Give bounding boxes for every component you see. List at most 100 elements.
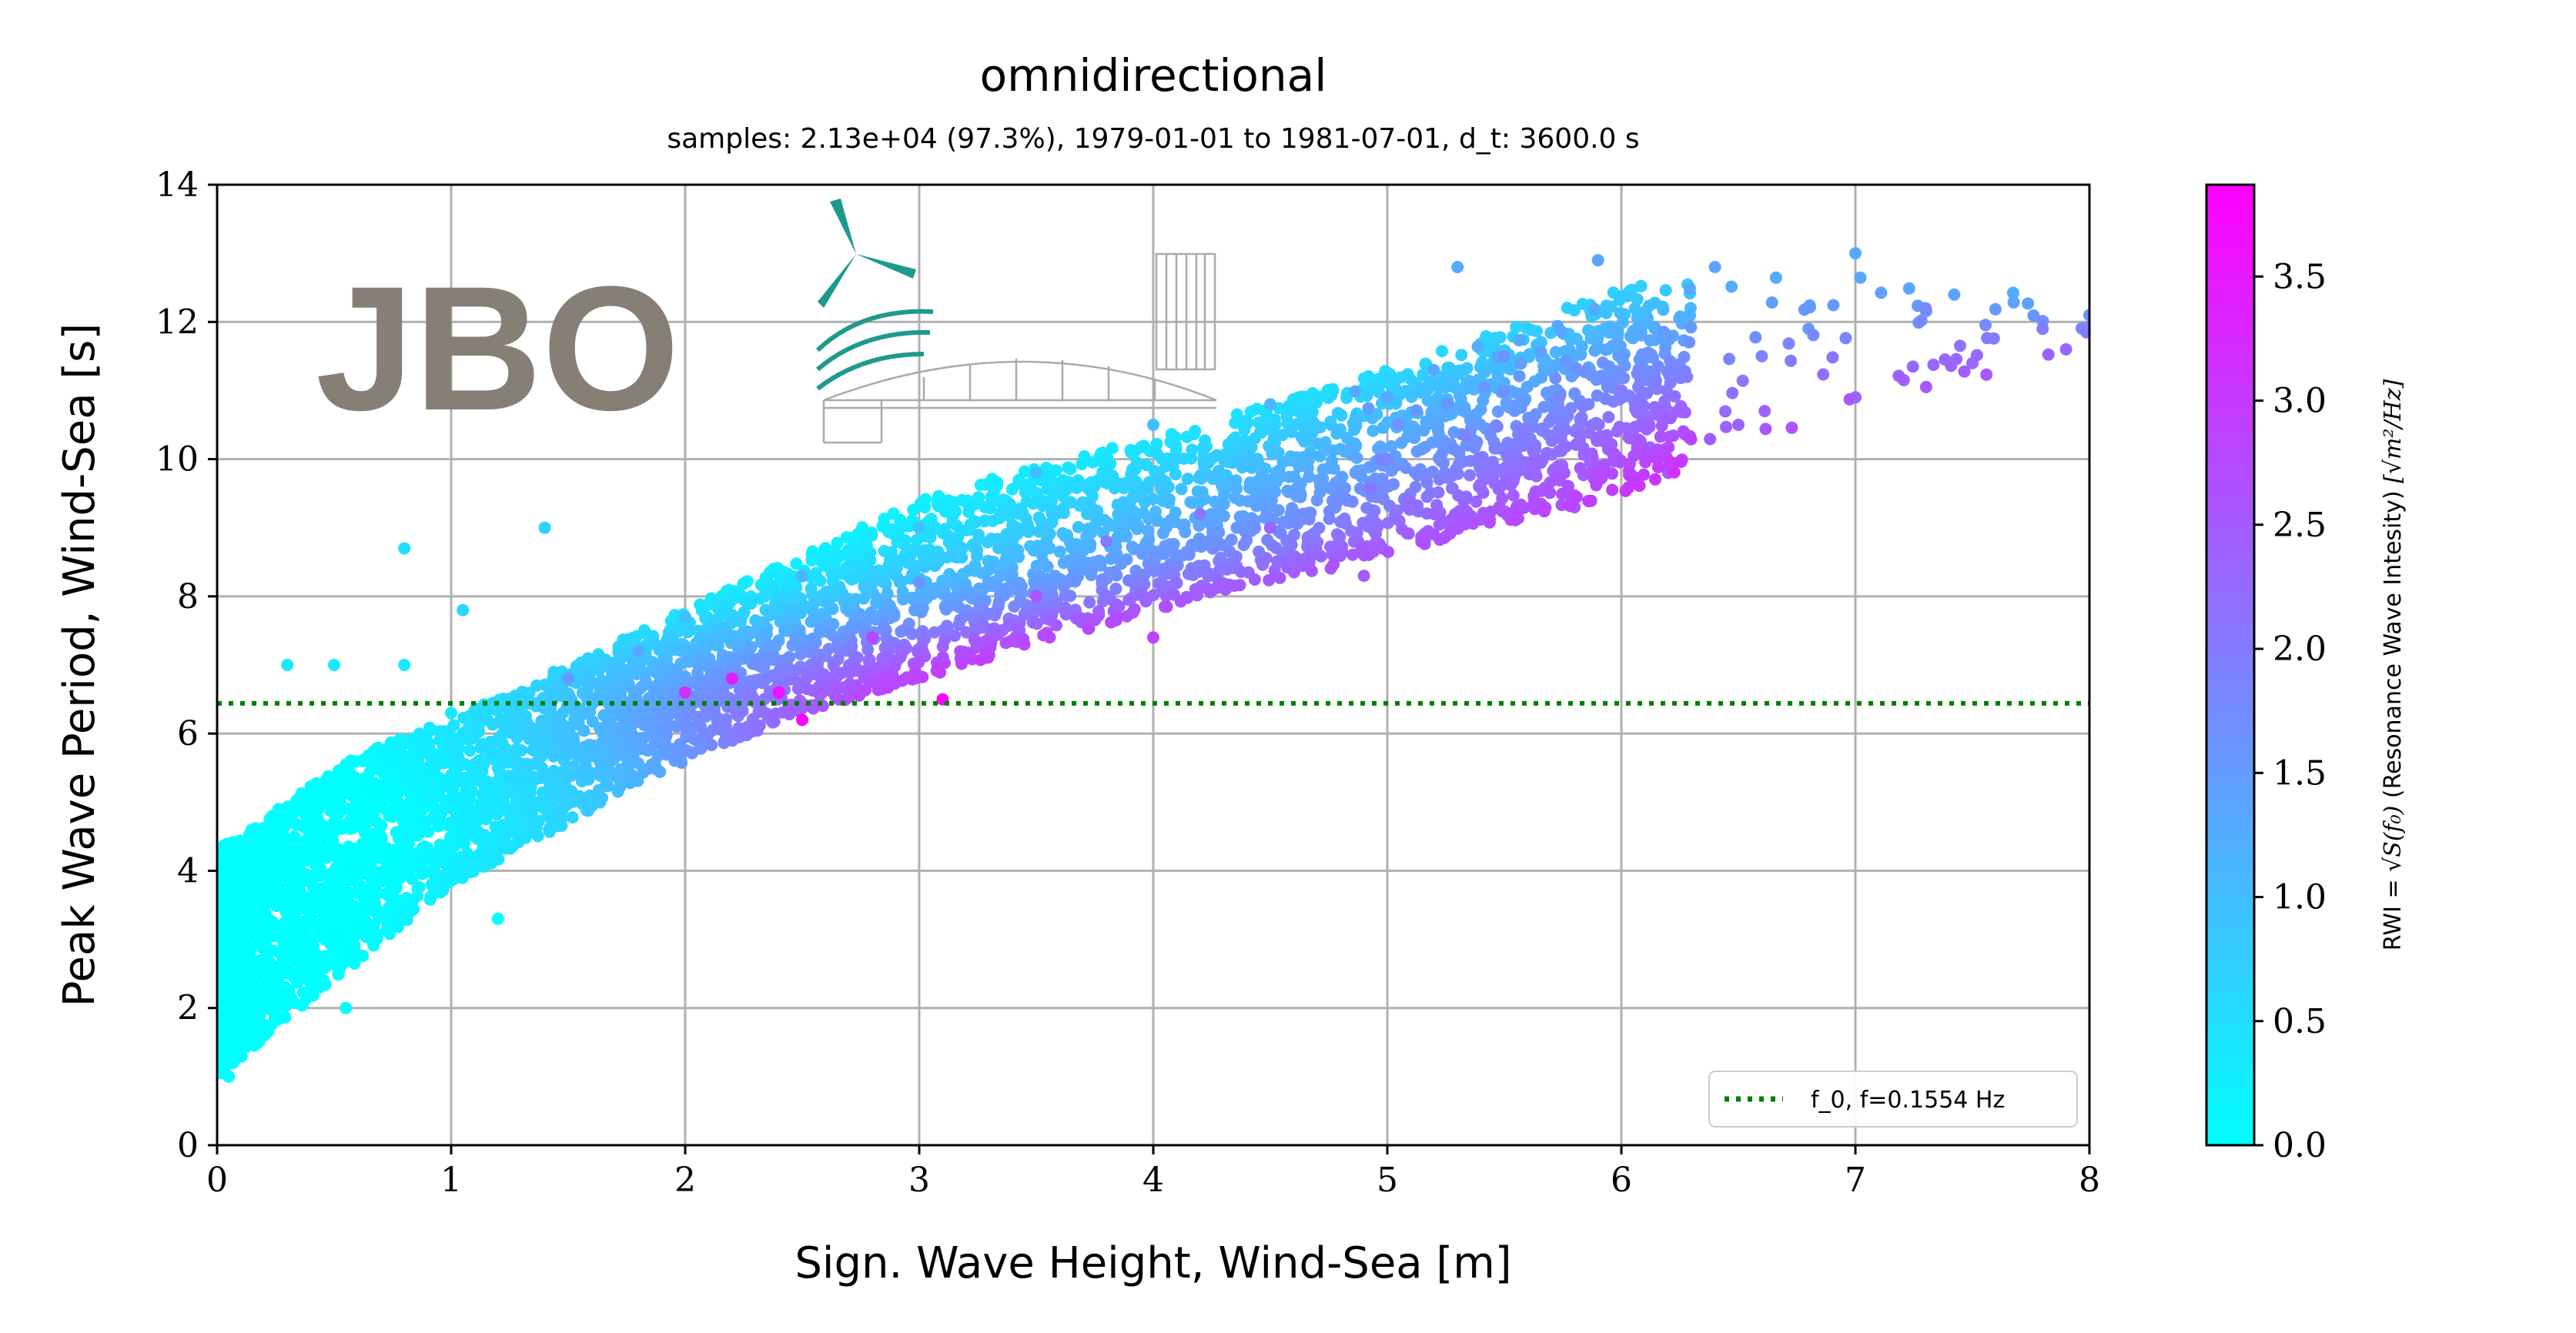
- data-point: [1012, 550, 1025, 563]
- data-point: [1030, 466, 1042, 479]
- data-point: [259, 906, 272, 919]
- data-point: [258, 865, 271, 878]
- data-point: [279, 906, 293, 919]
- data-point: [327, 826, 340, 839]
- data-point: [1827, 299, 1840, 312]
- data-point: [1272, 504, 1285, 516]
- data-point: [1238, 423, 1251, 436]
- data-point: [281, 659, 294, 671]
- data-point: [345, 903, 358, 916]
- data-point: [407, 903, 420, 916]
- data-point: [328, 922, 341, 935]
- data-point: [1106, 442, 1119, 455]
- data-point: [335, 958, 348, 971]
- data-point: [1684, 321, 1698, 334]
- data-point: [1373, 453, 1387, 466]
- data-point: [1683, 336, 1696, 349]
- data-point: [864, 553, 877, 566]
- data-point: [1085, 569, 1098, 582]
- data-point: [1719, 405, 1731, 418]
- data-point: [245, 1000, 258, 1013]
- data-point: [1436, 345, 1448, 358]
- data-point: [1410, 445, 1423, 458]
- data-point: [1627, 332, 1639, 345]
- data-point: [2036, 322, 2049, 336]
- data-point: [981, 536, 994, 549]
- data-point: [1303, 470, 1316, 483]
- data-point: [1615, 384, 1628, 397]
- data-point: [1782, 337, 1795, 350]
- data-point: [538, 521, 551, 534]
- data-point: [720, 713, 733, 726]
- data-point: [754, 592, 767, 605]
- data-point: [445, 796, 457, 809]
- data-point: [1441, 397, 1454, 410]
- data-point: [753, 719, 766, 732]
- data-point: [309, 889, 323, 902]
- data-point: [1125, 446, 1138, 459]
- data-point: [1902, 282, 1915, 295]
- data-point: [962, 506, 975, 518]
- data-point: [225, 863, 237, 876]
- data-point: [331, 947, 344, 960]
- data-point: [910, 533, 923, 546]
- data-point: [960, 626, 973, 639]
- data-point: [601, 780, 614, 793]
- data-point: [1545, 434, 1558, 447]
- data-point: [1264, 521, 1276, 534]
- data-point: [1180, 430, 1193, 443]
- data-point: [547, 764, 560, 777]
- data-point: [1110, 569, 1123, 582]
- data-point: [234, 888, 247, 901]
- data-point: [1602, 411, 1615, 423]
- data-point: [1181, 473, 1194, 486]
- data-point: [2080, 326, 2089, 339]
- data-point: [1555, 444, 1568, 457]
- data-point: [1330, 427, 1343, 440]
- data-point: [826, 603, 839, 616]
- data-point: [279, 840, 292, 853]
- data-point: [1659, 284, 1672, 297]
- data-point: [316, 798, 329, 811]
- data-point: [1362, 402, 1375, 415]
- data-point: [1104, 457, 1117, 470]
- data-point: [1472, 452, 1485, 465]
- data-point: [662, 710, 675, 723]
- data-point: [281, 887, 294, 900]
- data-point: [228, 1023, 240, 1036]
- data-point: [459, 758, 472, 770]
- data-point: [1445, 407, 1458, 420]
- data-point: [1039, 590, 1052, 603]
- data-point: [1726, 386, 1739, 399]
- data-point: [1100, 535, 1113, 548]
- data-point: [1313, 449, 1326, 463]
- data-point: [467, 865, 480, 878]
- data-point: [691, 666, 704, 680]
- data-point: [1591, 254, 1604, 267]
- data-point: [1490, 420, 1504, 433]
- data-point: [398, 659, 411, 671]
- data-point: [304, 899, 317, 911]
- data-point: [1458, 429, 1471, 442]
- data-point: [915, 606, 928, 619]
- data-point: [681, 626, 694, 639]
- data-point: [270, 847, 283, 860]
- data-point: [1041, 560, 1054, 573]
- data-point: [1367, 424, 1380, 437]
- chart-subtitle: samples: 2.13e+04 (97.3%), 1979-01-01 to…: [667, 123, 1639, 155]
- data-point: [1218, 488, 1231, 501]
- data-point: [287, 996, 299, 1009]
- data-point: [819, 650, 832, 663]
- data-point: [963, 523, 976, 536]
- data-point: [217, 1064, 223, 1077]
- data-point: [1237, 539, 1250, 552]
- data-point: [1250, 499, 1263, 513]
- data-point: [573, 790, 586, 803]
- data-point: [1171, 559, 1184, 572]
- data-point: [1395, 436, 1408, 449]
- data-point: [1549, 346, 1562, 359]
- data-point: [1508, 404, 1521, 417]
- data-point: [902, 556, 915, 570]
- data-point: [895, 625, 908, 638]
- data-point: [1954, 339, 1966, 352]
